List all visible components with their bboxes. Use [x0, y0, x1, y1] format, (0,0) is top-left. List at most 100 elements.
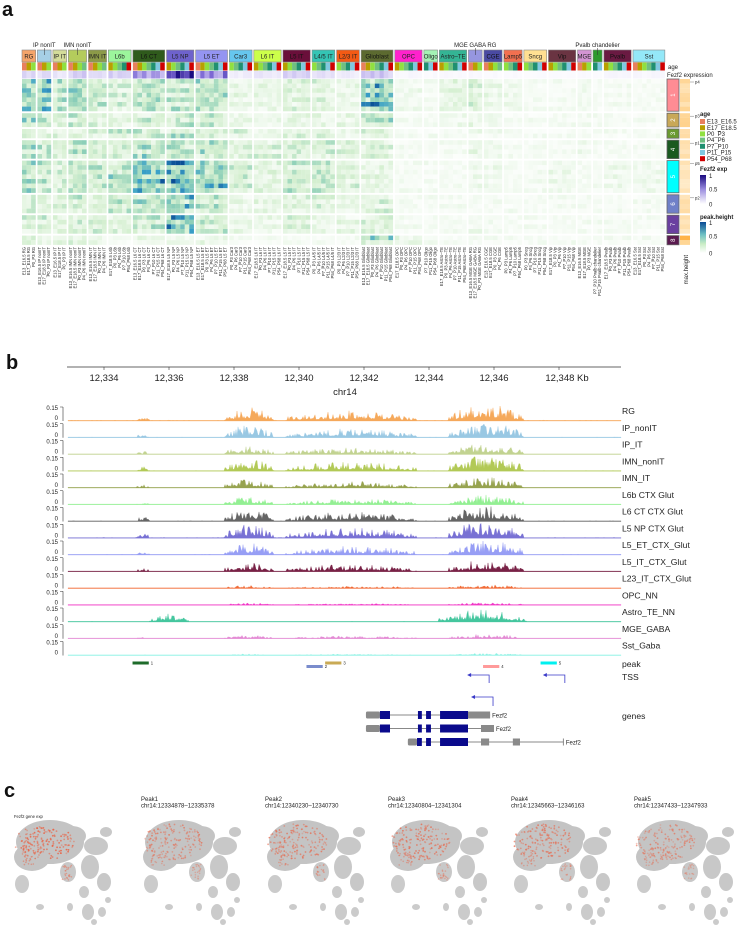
- heatmap-cell: [473, 235, 478, 241]
- heatmap-cell: [542, 188, 547, 193]
- heatmap-cell: [497, 102, 503, 107]
- heatmap-cell: [171, 113, 176, 118]
- heatmap-cell: [301, 133, 306, 139]
- heatmap-cell: [633, 199, 638, 205]
- heatmap-cell: [603, 204, 609, 209]
- heatmap-cell: [160, 229, 165, 234]
- fezf2-expression-cell: [180, 71, 185, 79]
- heatmap-cell: [503, 174, 509, 180]
- heatmap-cell: [433, 174, 438, 180]
- heatmap-cell: [26, 169, 32, 175]
- heatmap-cell: [655, 188, 661, 193]
- heatmap-cell: [457, 169, 463, 175]
- heatmap-cell: [57, 179, 63, 184]
- heatmap-cell: [365, 122, 371, 128]
- heatmap-cell: [180, 92, 185, 98]
- heatmap-cell: [537, 88, 543, 93]
- heatmap-cell: [566, 88, 572, 93]
- heatmap-cell: [497, 179, 503, 184]
- fezf2-expression-cell: [646, 71, 652, 79]
- heatmap-cell: [517, 194, 523, 200]
- heatmap-cell: [325, 154, 331, 159]
- heatmap-cell: [548, 240, 554, 245]
- heatmap-cell: [523, 117, 529, 123]
- heatmap-cell: [468, 229, 474, 234]
- heatmap-cell: [557, 117, 563, 123]
- heatmap-cell: [204, 149, 210, 155]
- heatmap-cell: [571, 113, 576, 118]
- heatmap-cell: [497, 240, 503, 245]
- heatmap-cell: [488, 188, 494, 193]
- heatmap-cell: [31, 204, 36, 209]
- heatmap-cell: [433, 117, 438, 123]
- heatmap-cell: [282, 122, 288, 128]
- heatmap-cell: [171, 117, 176, 123]
- heatmap-cell: [336, 113, 342, 118]
- heatmap-cell: [122, 204, 127, 209]
- heatmap-cell: [603, 224, 609, 230]
- heatmap-cell: [613, 129, 618, 134]
- heatmap-cell: [233, 154, 239, 159]
- column-label: P11_P15 L5 NP: [184, 247, 189, 277]
- heatmap-cell: [253, 144, 259, 150]
- heatmap-cell: [354, 240, 360, 245]
- heatmap-cell: [562, 208, 567, 214]
- heatmap-cell: [247, 169, 253, 175]
- heatmap-cell: [597, 83, 603, 89]
- heatmap-cell: [184, 188, 190, 193]
- heatmap-cell: [493, 92, 498, 98]
- heatmap-cell: [276, 204, 282, 209]
- heatmap-cell: [542, 224, 547, 230]
- heatmap-cell: [582, 117, 587, 123]
- heatmap-cell: [443, 204, 449, 209]
- heatmap-cell: [528, 122, 534, 128]
- heatmap-cell: [553, 219, 558, 225]
- age-cell: [122, 62, 127, 71]
- heatmap-cell: [593, 149, 598, 155]
- heatmap-cell: [423, 179, 429, 184]
- group-header-box: [108, 49, 132, 63]
- heatmap-cell: [443, 165, 449, 170]
- heatmap-cell: [497, 113, 503, 118]
- heatmap-cell: [330, 129, 335, 134]
- heatmap-cell: [336, 229, 342, 234]
- heatmap-cell: [622, 154, 627, 159]
- heatmap-cell: [497, 215, 503, 220]
- fezf2-expression-cell: [626, 71, 632, 79]
- heatmap-cell: [26, 122, 32, 128]
- max-height-cell: [680, 88, 690, 93]
- heatmap-cell: [370, 183, 375, 189]
- heatmap-cell: [117, 194, 123, 200]
- heatmap-cell: [117, 160, 123, 166]
- heatmap-cell: [613, 208, 618, 214]
- age-cell: [31, 62, 36, 71]
- heatmap-cell: [448, 113, 454, 118]
- heatmap-cell: [528, 149, 534, 155]
- heatmap-cell: [413, 160, 418, 166]
- heatmap-cell: [608, 240, 614, 245]
- heatmap-cell: [42, 199, 47, 205]
- heatmap-cell: [137, 179, 143, 184]
- heatmap-cell: [218, 129, 224, 134]
- heatmap-cell: [22, 169, 27, 175]
- heatmap-cell: [336, 174, 342, 180]
- heatmap-cell: [660, 154, 665, 159]
- heatmap-cell: [301, 149, 306, 155]
- heatmap-cell: [142, 179, 147, 184]
- heatmap-cell: [608, 83, 614, 89]
- heatmap-cell: [102, 235, 107, 241]
- heatmap-cell: [443, 97, 449, 103]
- fezf2-expression-cell: [247, 71, 253, 79]
- heatmap-cell: [633, 208, 638, 214]
- heatmap-cell: [305, 106, 311, 112]
- heatmap-cell: [597, 183, 603, 189]
- column-label: E13_E16.5 L5 ET: [195, 247, 200, 281]
- heatmap-cell: [660, 235, 665, 241]
- age-cell: [642, 62, 647, 71]
- heatmap-cell: [155, 106, 161, 112]
- heatmap-cell: [651, 88, 656, 93]
- signal-coverage: [67, 561, 622, 572]
- heatmap-cell: [282, 183, 288, 189]
- heatmap-cell: [57, 174, 63, 180]
- age-cell: [137, 62, 142, 71]
